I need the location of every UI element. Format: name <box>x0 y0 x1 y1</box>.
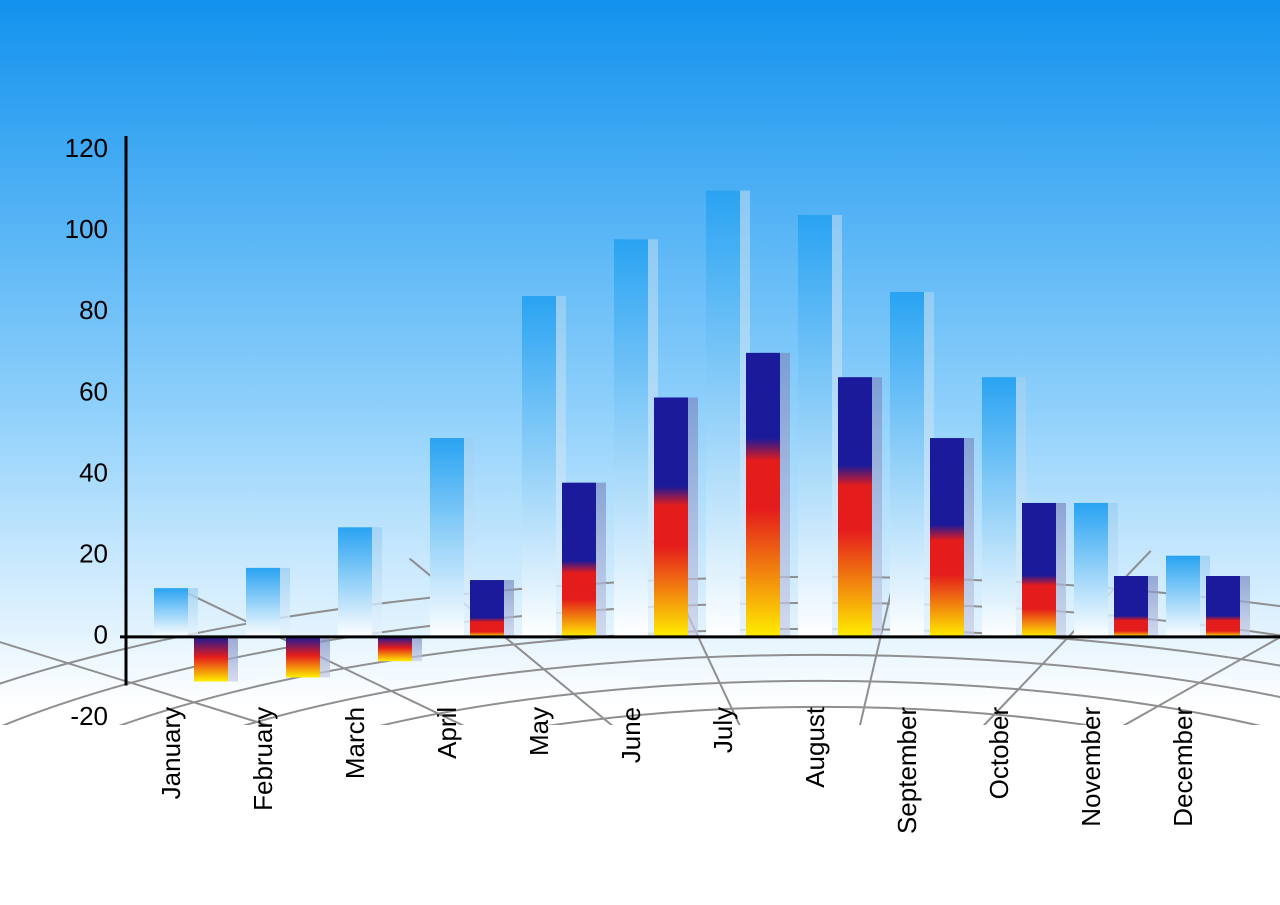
x-tick-label: July <box>708 707 738 753</box>
x-tick-label: November <box>1076 707 1106 827</box>
bar-series-a <box>1074 503 1108 637</box>
x-tick-label: September <box>892 707 922 835</box>
bar-series-b <box>1114 576 1148 637</box>
x-tick-label: December <box>1168 707 1198 827</box>
bar-chart: -20 0 20 40 60 80 100 120 January February March Ap… <box>0 0 1280 905</box>
bar-series-b <box>562 483 596 637</box>
bar-series-b <box>378 637 412 661</box>
bar-series-a <box>430 438 464 637</box>
x-tick-label: February <box>248 707 278 811</box>
bar-series-a <box>246 568 280 637</box>
bar-series-a <box>706 191 740 637</box>
x-tick-label: April <box>432 707 462 759</box>
bar-series-a <box>522 296 556 637</box>
bar-series-b <box>654 397 688 636</box>
bar-series-a <box>982 377 1016 637</box>
y-tick-label: 120 <box>65 133 108 163</box>
y-tick-label: 0 <box>94 620 108 650</box>
bar-series-b <box>746 353 780 637</box>
chart-container: -20 0 20 40 60 80 100 120 January February March Ap… <box>0 0 1280 905</box>
x-tick-label: October <box>984 707 1014 800</box>
y-tick-label: 20 <box>79 539 108 569</box>
bar-series-b <box>470 580 504 637</box>
bar-series-b <box>194 637 228 682</box>
x-tick-label: August <box>800 706 830 788</box>
y-tick-label: 100 <box>65 214 108 244</box>
x-tick-label: March <box>340 707 370 779</box>
y-tick-label: 80 <box>79 295 108 325</box>
y-tick-label: 60 <box>79 376 108 406</box>
x-tick-label: January <box>156 707 186 800</box>
bar-series-a <box>1166 556 1200 637</box>
bar-series-a <box>614 239 648 637</box>
y-tick-label: -20 <box>70 701 108 731</box>
bar-series-a <box>798 215 832 637</box>
x-tick-label: June <box>616 707 646 763</box>
y-tick-label: 40 <box>79 457 108 487</box>
bar-series-a <box>338 527 372 637</box>
bar-series-a <box>890 292 924 637</box>
x-tick-label: May <box>524 707 554 756</box>
bar-series-b <box>1022 503 1056 637</box>
bar-series-b <box>838 377 872 637</box>
bar-series-a <box>154 588 188 637</box>
bar-series-b <box>1206 576 1240 637</box>
bar-series-b <box>286 637 320 678</box>
bar-series-b <box>930 438 964 637</box>
